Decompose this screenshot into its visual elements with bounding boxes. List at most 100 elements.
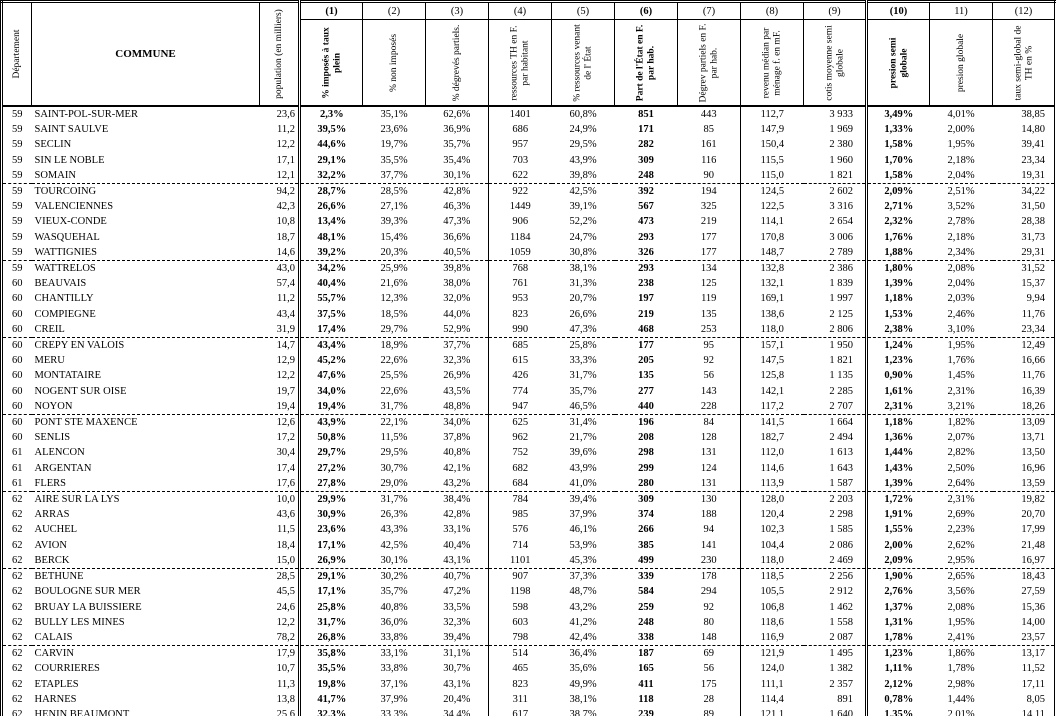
value-cell: 205 (638, 355, 654, 367)
population-header: population (en milliers) (273, 9, 284, 99)
population-cell: 12,6 (259, 414, 301, 431)
table-row: 61 FLERS 17,6 27,8% 29,0% 43,2% 684 41,0% 280 131… (1, 475, 1056, 493)
commune-cell: FLERS (31, 475, 260, 493)
value-cell: 118,6 (760, 616, 784, 628)
column-header: Dégrev partiels en F. par hab. (677, 19, 741, 107)
value-cell: 1 950 (803, 337, 868, 354)
value-cell: 990 (488, 321, 552, 339)
value-cell: 90 (677, 167, 741, 185)
value-cell: 21,7% (569, 432, 597, 444)
value-cell: 3 316 (803, 199, 868, 215)
value-cell: 219 (677, 214, 741, 230)
value-cell: 35,8% (317, 648, 347, 660)
value-cell: 95 (677, 337, 741, 354)
population-cell: 25,6 (259, 706, 301, 716)
value-cell: 42,1% (425, 460, 489, 476)
column-header-label: % imposés à taux plein (321, 26, 342, 99)
value-cell: 34,0% (317, 385, 347, 397)
value-cell: 13,59 (992, 475, 1056, 493)
column-header: Part de l'État en F. par hab. (614, 19, 678, 107)
value-cell: 35,6% (569, 663, 597, 675)
value-cell: 17,4% (299, 321, 363, 339)
value-cell: 2 654 (803, 214, 868, 230)
value-cell: 11,76 (1021, 370, 1045, 382)
value-cell: 169,1 (760, 293, 785, 305)
value-cell: 40,8% (380, 601, 408, 613)
value-cell: 2,78% (947, 216, 975, 228)
commune-cell: BEAUVAIS (34, 278, 87, 290)
value-cell: 39,6% (569, 447, 597, 459)
value-cell: 114,4 (760, 693, 784, 705)
value-cell: 42,4% (551, 629, 615, 647)
value-cell: 17,99 (1021, 524, 1045, 536)
value-cell: 48,1% (317, 231, 347, 243)
value-cell: 27,1% (380, 201, 408, 213)
value-cell: 1 495 (803, 645, 868, 662)
value-cell: 2,34% (929, 244, 993, 262)
value-cell: 603 (512, 616, 529, 628)
value-cell: 32,0% (425, 291, 489, 307)
table-row: 60 NOYON 19,4 19,4% 31,7% 48,8% 947 46,5% 440 228… (1, 398, 1056, 416)
table-row: 62 ARRAS 43,6 30,9% 26,3% 42,8% 985 37,9% 374 188… (2, 507, 1056, 523)
value-cell: 282 (638, 139, 654, 151)
value-cell: 761 (512, 278, 529, 290)
value-cell: 188 (677, 507, 741, 523)
value-cell: 891 (803, 691, 868, 707)
value-cell: 40,7% (425, 568, 489, 585)
value-cell: 35,5% (380, 154, 408, 166)
value-cell: 906 (512, 216, 529, 228)
value-cell: 16,39 (1021, 385, 1045, 397)
dept-cell: 60 (12, 370, 23, 382)
value-cell: 36,9% (425, 122, 489, 138)
commune-cell: COURRIERES (34, 663, 100, 675)
table-header: Département COMMUNE population (en milli… (1, 1, 1056, 107)
dept-cell: 62 (12, 571, 23, 583)
value-cell: 37,1% (380, 678, 408, 690)
value-cell: 1,88% (866, 244, 930, 262)
value-cell: 2 602 (803, 183, 868, 200)
value-cell: 294 (677, 584, 741, 600)
value-cell: 104,4 (760, 539, 785, 551)
value-cell: 122,5 (760, 201, 785, 213)
value-cell: 3,21% (929, 398, 993, 416)
table-row: 62 HENIN BEAUMONT 25,6 32,3% 33,3% 34,4% 617 38… (2, 706, 1056, 716)
dept-cell: 60 (1, 321, 32, 339)
dept-cell: 59 (12, 186, 23, 198)
column-number: (8) (740, 1, 804, 20)
population-cell: 12,2 (259, 137, 301, 153)
dept-cell: 62 (1, 629, 32, 647)
table-row: 62 BETHUNE 28,5 29,1% 30,2% 40,7% 907 37,3% 339 1… (2, 568, 1056, 585)
dept-cell: 60 (12, 432, 23, 444)
value-cell: 114,6 (760, 462, 784, 474)
commune-cell: TOURCOING (34, 186, 97, 198)
commune-cell: CREIL (31, 321, 260, 339)
value-cell: 1,36% (884, 432, 914, 444)
value-cell: 31,1% (425, 645, 489, 662)
commune-cell: VALENCIENNES (34, 201, 114, 213)
value-cell: 69 (677, 645, 741, 662)
commune-cell: WASQUEHAL (34, 231, 100, 243)
value-cell: 1,39% (884, 278, 914, 290)
value-cell: 1,24% (884, 340, 914, 352)
value-cell: 56 (677, 661, 741, 677)
value-cell: 31,3% (569, 278, 597, 290)
population-cell: 19,4 (259, 398, 301, 416)
value-cell: 18,43 (1021, 571, 1045, 583)
value-cell: 1 558 (803, 614, 868, 630)
value-cell: 3 006 (803, 229, 868, 245)
dept-cell: 59 (12, 124, 23, 136)
value-cell: 298 (638, 447, 654, 459)
value-cell: 112,7 (760, 109, 784, 120)
value-cell: 1101 (488, 552, 552, 570)
table-row: 60 NOGENT SUR OISE 19,7 34,0% 22,6% 43,5% 774 3… (2, 383, 1056, 399)
value-cell: 170,8 (760, 231, 785, 243)
value-cell: 33,8% (380, 663, 408, 675)
value-cell: 3,56% (947, 586, 975, 598)
value-cell: 24,7% (569, 231, 597, 243)
commune-cell: CALAIS (31, 629, 260, 647)
value-cell: 17,11 (1021, 678, 1045, 690)
value-cell: 1,78% (866, 629, 930, 647)
population-cell: 17,6 (259, 475, 301, 493)
value-cell: 2,38% (866, 321, 930, 339)
value-cell: 238 (638, 278, 654, 290)
